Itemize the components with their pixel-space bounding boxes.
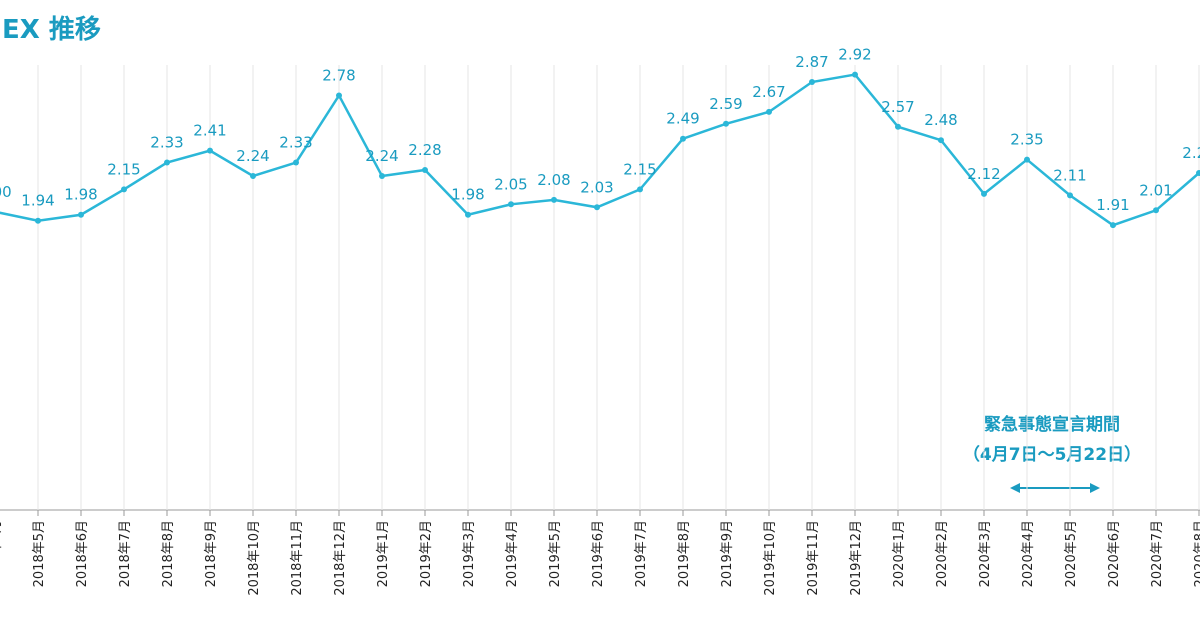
value-label: 2.26 [1182, 144, 1200, 162]
point [1153, 207, 1159, 214]
value-label: 2.92 [838, 46, 871, 64]
x-tick-label: 2018年8月 [161, 520, 176, 587]
value-label: 2.15 [623, 160, 656, 178]
point [852, 71, 858, 78]
annotation: （4月7日〜5月22日） [963, 444, 1141, 465]
x-tick-label: 2018年5月 [32, 520, 47, 587]
value-label: 2.67 [752, 83, 785, 101]
point [121, 186, 127, 193]
value-label: 2.35 [1010, 131, 1043, 149]
x-tick-label: 2020年4月 [1021, 520, 1036, 587]
point [379, 172, 385, 179]
value-label: 2.24 [365, 147, 398, 165]
point [1067, 192, 1073, 199]
point [1110, 222, 1116, 229]
point [1024, 156, 1030, 163]
x-tick-label: 2018年6月 [75, 520, 90, 587]
x-tick-label: 2019年10月 [763, 520, 778, 596]
x-tick-label: 2019年9月 [720, 520, 735, 587]
point [336, 92, 342, 99]
point [250, 172, 256, 179]
value-label: 2.12 [967, 165, 1000, 183]
x-tick-label: 2019年5月 [548, 520, 563, 587]
point [895, 123, 901, 130]
x-tick-label: 2020年6月 [1107, 520, 1122, 587]
point [78, 211, 84, 218]
point [207, 147, 213, 154]
value-label: 2.01 [1139, 181, 1172, 199]
x-tick-label: 2020年2月 [935, 520, 950, 587]
value-label: 1.94 [21, 192, 54, 210]
point [465, 211, 471, 218]
x-tick-label: 2019年12月 [849, 520, 864, 596]
x-tick-label: 2020年1月 [892, 520, 907, 587]
value-label: 2.41 [193, 122, 226, 140]
x-tick-label: 2019年7月 [634, 520, 649, 587]
value-label: 2.24 [236, 147, 269, 165]
point [1196, 169, 1200, 176]
point [551, 196, 557, 203]
annotation: 緊急事態宣言期間 [984, 414, 1120, 435]
point [35, 217, 41, 224]
x-tick-label: 2020年5月 [1064, 520, 1079, 587]
point [508, 201, 514, 208]
point [293, 159, 299, 166]
point [680, 135, 686, 142]
value-label: 1.98 [64, 186, 97, 204]
value-label: 2.15 [107, 160, 140, 178]
x-tick-label: 2019年4月 [505, 520, 520, 587]
x-tick-label: 2020年8月 [1193, 520, 1200, 587]
value-label: 2.49 [666, 110, 699, 128]
point [594, 204, 600, 211]
x-tick-label: 2018年4月 [0, 520, 4, 587]
x-tick-label: 2019年6月 [591, 520, 606, 587]
x-tick-label: 2018年7月 [118, 520, 133, 587]
x-tick-label: 2020年7月 [1150, 520, 1165, 587]
value-label: 2.48 [924, 111, 957, 129]
point [723, 120, 729, 127]
value-label: 2.57 [881, 98, 914, 116]
x-tick-label: 2018年11月 [290, 520, 305, 596]
x-tick-label: 2018年10月 [247, 520, 262, 596]
value-label: 2.28 [408, 141, 441, 159]
value-label: 1.91 [1096, 196, 1129, 214]
x-tick-label: 2019年3月 [462, 520, 477, 587]
x-tick-label: 2019年1月 [376, 520, 391, 587]
x-tick-label: 2019年8月 [677, 520, 692, 587]
value-label: 1.98 [451, 186, 484, 204]
x-tick-label: 2018年12月 [333, 520, 348, 596]
value-label: 2.33 [150, 134, 183, 152]
value-label: 2.87 [795, 53, 828, 71]
x-tick-label: 2018年9月 [204, 520, 219, 587]
chart-title: EX 推移 [2, 15, 101, 45]
point [981, 190, 987, 197]
point [637, 186, 643, 193]
value-label: 2.33 [279, 134, 312, 152]
point [938, 137, 944, 144]
point [164, 159, 170, 166]
value-label: 2.08 [537, 171, 570, 189]
x-tick-label: 2020年3月 [978, 520, 993, 587]
point [809, 79, 815, 86]
point [766, 108, 772, 115]
x-tick-label: 2019年11月 [806, 520, 821, 596]
value-label: 2.59 [709, 95, 742, 113]
value-label: 2.11 [1053, 166, 1086, 184]
value-label: 2.00 [0, 183, 12, 201]
x-tick-label: 2019年2月 [419, 520, 434, 587]
point [422, 167, 428, 174]
value-label: 2.03 [580, 178, 613, 196]
value-label: 2.05 [494, 175, 527, 193]
period-arrow [1010, 483, 1100, 493]
value-label: 2.78 [322, 66, 355, 84]
